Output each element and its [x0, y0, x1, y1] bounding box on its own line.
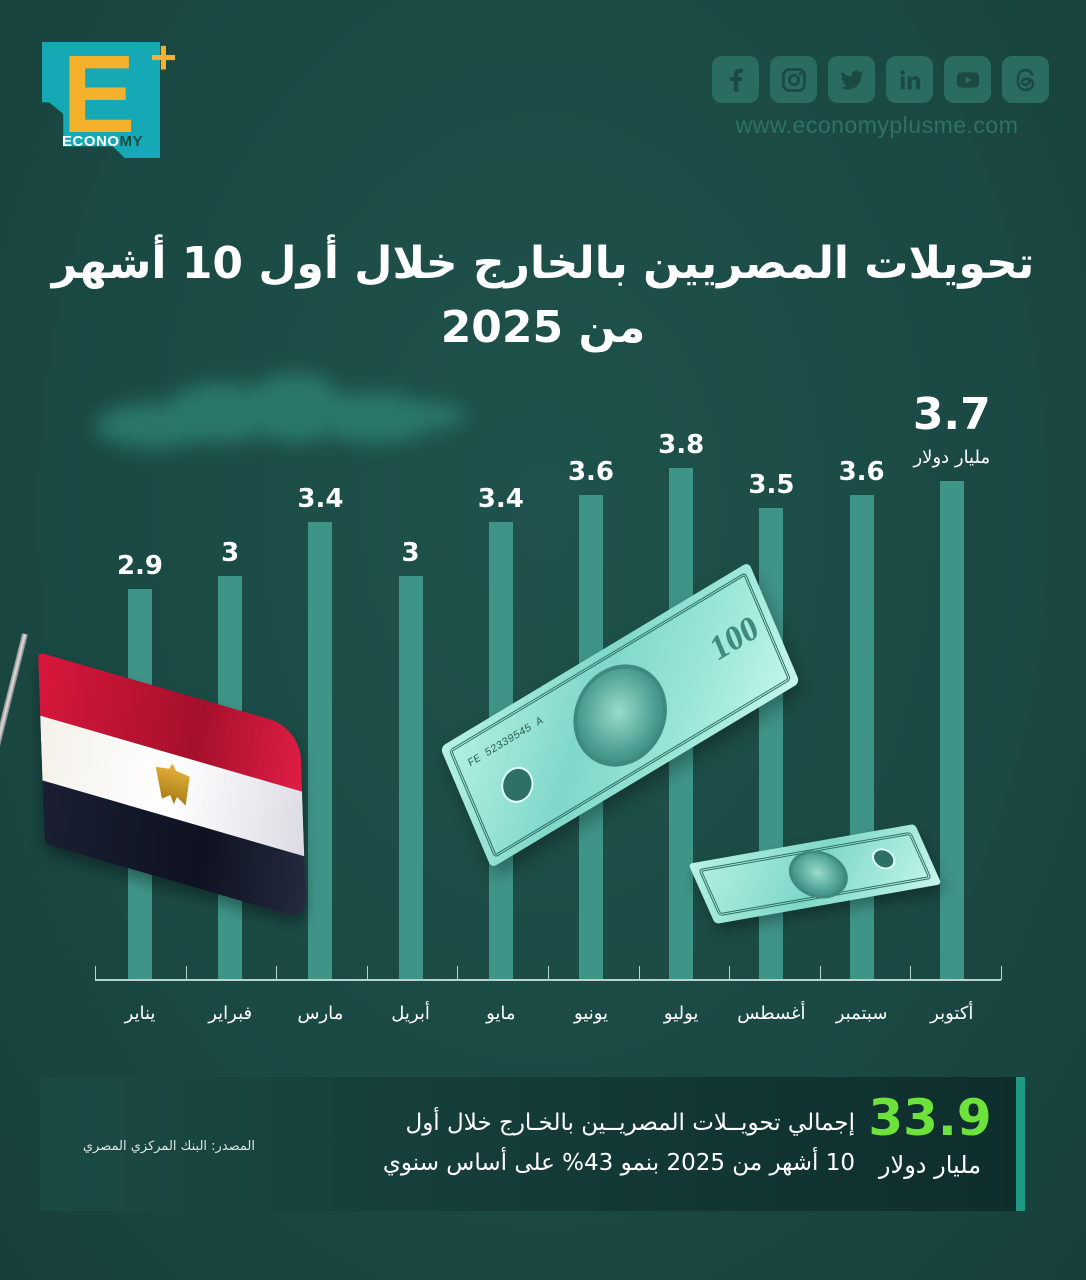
bar-3 — [308, 521, 333, 979]
bill-portrait — [780, 846, 857, 903]
bar-value-label: 3.7 — [912, 389, 991, 441]
bill-portrait — [558, 645, 682, 786]
x-axis-tick — [1001, 966, 1002, 980]
bar-value-label: 3.5 — [748, 470, 795, 501]
source-note: المصدر: البنك المركزي المصري — [82, 1139, 255, 1154]
social-links — [712, 56, 1049, 103]
x-axis-tick — [729, 966, 731, 980]
x-axis-tick — [548, 966, 549, 980]
x-axis-line — [95, 979, 1001, 981]
x-axis-tick — [638, 966, 640, 980]
summary-total: 33.9 — [868, 1089, 992, 1147]
logo-wordmark: ECONOMY — [62, 133, 143, 150]
bar-value-label: 3.6 — [838, 456, 885, 487]
x-axis-label: يونيو — [573, 1003, 609, 1024]
x-axis-tick — [457, 966, 459, 980]
x-axis-label: مارس — [297, 1003, 344, 1024]
page-title: تحويلات المصريين بالخارج خلال أول 10 أشه… — [40, 232, 1046, 360]
bar-4 — [398, 575, 423, 979]
logo-letter: E — [62, 33, 136, 156]
title-line-1: تحويلات المصريين بالخارج خلال أول 10 أشه… — [51, 238, 1035, 289]
summary-unit: مليار دولار — [878, 1151, 982, 1179]
x-axis-tick — [910, 966, 912, 980]
x-axis-label: سبتمبر — [835, 1003, 888, 1024]
egypt-flag-image — [0, 630, 310, 920]
bar-value-label: 3 — [221, 537, 240, 568]
eagle-of-saladin-icon — [155, 759, 190, 809]
summary-box: 33.9 مليار دولار إجمالي تحويــلات المصري… — [40, 1077, 1025, 1211]
bar-10 — [939, 481, 964, 979]
bar-value-label: 2.9 — [116, 550, 164, 581]
x-axis-label: فبراير — [208, 1003, 253, 1024]
bar-9 — [849, 494, 874, 979]
x-axis-label: أبريل — [391, 1003, 430, 1024]
threads-icon[interactable] — [1002, 56, 1049, 103]
x-axis-tick — [185, 966, 187, 980]
summary-text: إجمالي تحويــلات المصريــين بالخـارج خلا… — [335, 1103, 855, 1183]
title-line-2: من 2025 — [440, 302, 646, 353]
bill-seal — [496, 760, 539, 810]
bar-value-label: 3.4 — [297, 483, 344, 514]
bill-seal — [868, 846, 900, 872]
summary-text-line-2: 10 أشهر من 2025 بنمو 43% على أساس سنوي — [382, 1150, 855, 1176]
cloud-decoration — [85, 368, 475, 468]
bar-value-label: 3.6 — [567, 456, 615, 487]
x-axis-tick — [95, 966, 96, 980]
x-axis-label: أغسطس — [737, 1003, 806, 1024]
website-url[interactable]: www.economyplusme.com — [735, 112, 1019, 138]
facebook-icon[interactable] — [712, 56, 759, 103]
x-axis-label: يناير — [124, 1003, 156, 1024]
x-axis-label: يوليو — [663, 1003, 699, 1024]
logo-word-dark: MY — [119, 133, 144, 150]
x-axis-label: أكتوبر — [930, 1003, 974, 1024]
logo-plus-icon: + — [150, 31, 177, 83]
x-axis-tick — [276, 966, 278, 980]
bar-value-label: 3.4 — [477, 483, 524, 514]
economy-plus-logo: E + ECONOMY — [42, 30, 177, 160]
instagram-icon[interactable] — [770, 56, 817, 103]
flag-pole — [0, 633, 28, 829]
youtube-icon[interactable] — [944, 56, 991, 103]
summary-accent-edge — [1016, 1077, 1025, 1211]
bar-value-label: 3.8 — [658, 429, 705, 460]
x-axis-tick — [366, 966, 368, 980]
x-axis-tick — [819, 966, 821, 980]
logo-word-light: ECONO — [62, 133, 120, 150]
summary-text-line-1: إجمالي تحويــلات المصريــين بالخـارج خلا… — [405, 1110, 855, 1136]
x-axis-label: مايو — [486, 1003, 516, 1024]
twitter-icon[interactable] — [828, 56, 875, 103]
bar-value-label: 3 — [401, 537, 420, 568]
bar-unit-label: مليار دولار — [913, 447, 991, 469]
linkedin-icon[interactable] — [886, 56, 933, 103]
bar-chart: 2.9 يناير 3 فبراير 3.4 مارس 3 أبريل 3.4 مايو 3.6 يو… — [95, 389, 1002, 1024]
